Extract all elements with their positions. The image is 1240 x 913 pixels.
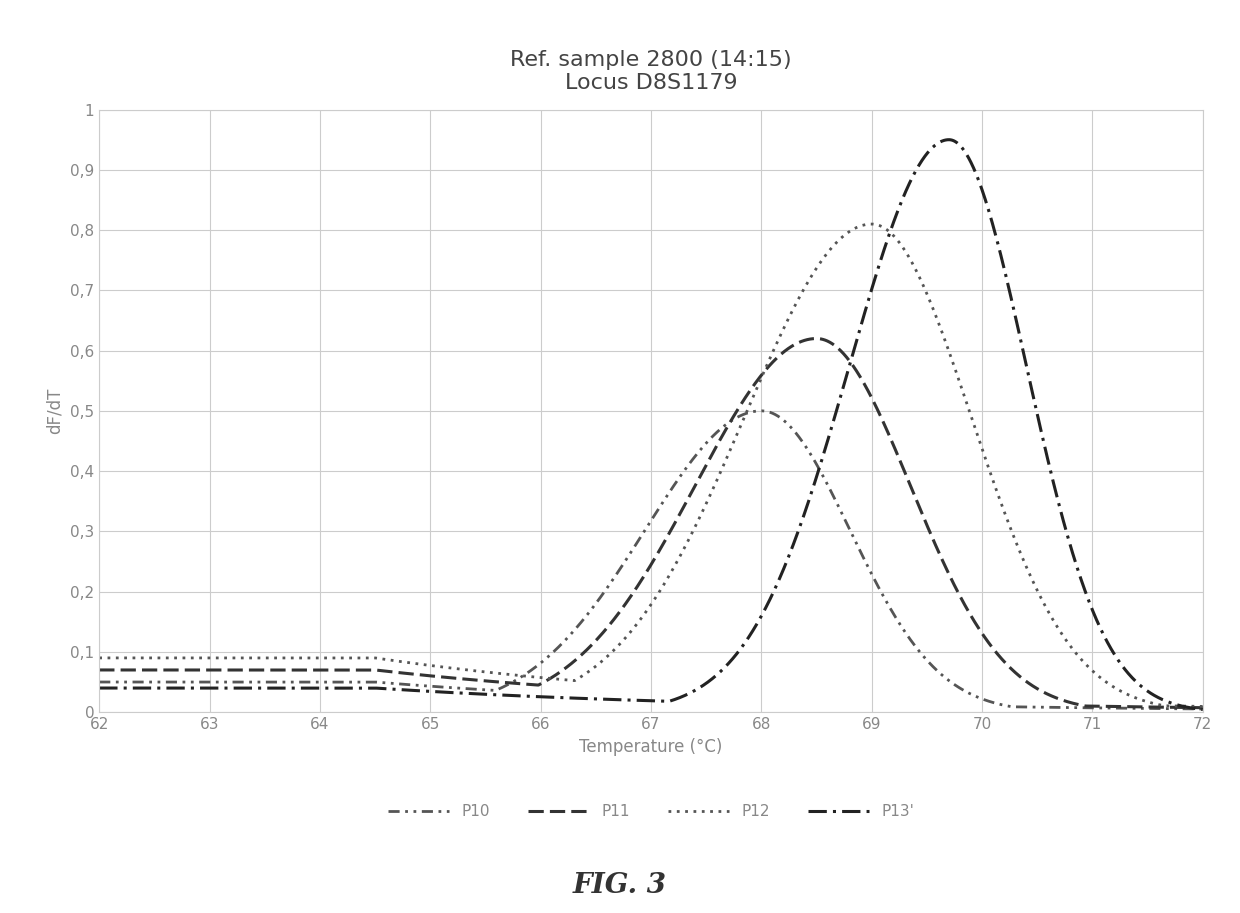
P13': [217, 683, 232, 694]
P12: [864, 218, 879, 229]
P13': [283, 683, 298, 694]
P13': [941, 134, 956, 145]
P13': [1174, 700, 1189, 711]
P10: [563, 629, 578, 640]
P12: [92, 653, 107, 664]
P10: [1055, 702, 1070, 713]
Legend: P10, P11, P12, P13': P10, P11, P12, P13': [382, 798, 920, 825]
P11: [808, 333, 823, 344]
P10: [1174, 703, 1189, 714]
P12: [1055, 630, 1070, 641]
P12: [563, 675, 578, 686]
Title: Ref. sample 2800 (14:15)
Locus D8S1179: Ref. sample 2800 (14:15) Locus D8S1179: [510, 49, 792, 93]
P11: [283, 665, 298, 676]
Line: P11: P11: [99, 339, 1203, 708]
P10: [754, 405, 769, 416]
P13': [1195, 704, 1210, 715]
P11: [1174, 702, 1189, 713]
P11: [515, 678, 529, 689]
P13': [515, 690, 529, 701]
X-axis label: Temperature (°C): Temperature (°C): [579, 738, 723, 756]
P12: [1174, 700, 1189, 711]
P13': [563, 692, 578, 703]
P12: [283, 653, 298, 664]
P13': [92, 683, 107, 694]
P10: [1195, 704, 1210, 715]
Line: P13': P13': [99, 140, 1203, 709]
Line: P12: P12: [99, 224, 1203, 707]
P11: [1195, 702, 1210, 713]
Y-axis label: dF/dT: dF/dT: [45, 388, 63, 434]
P11: [1055, 695, 1070, 706]
P11: [92, 665, 107, 676]
P10: [92, 677, 107, 687]
P12: [1195, 701, 1210, 712]
P11: [563, 659, 578, 670]
P11: [217, 665, 232, 676]
Line: P10: P10: [99, 411, 1203, 709]
Text: FIG. 3: FIG. 3: [573, 872, 667, 899]
P12: [515, 670, 529, 681]
P12: [217, 653, 232, 664]
P10: [283, 677, 298, 687]
P10: [515, 671, 529, 682]
P10: [217, 677, 232, 687]
P13': [1055, 512, 1070, 523]
